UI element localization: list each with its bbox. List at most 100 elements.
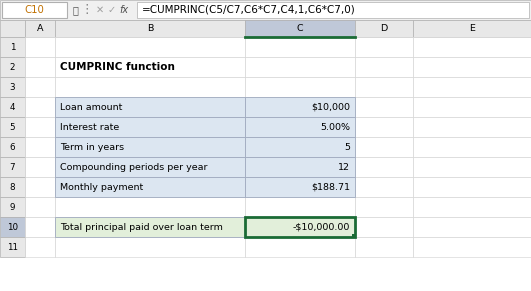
Bar (0, 57, 25, 77)
Bar (55, 37, 245, 57)
Bar (245, 117, 355, 137)
Bar (0, 97, 25, 117)
Bar (0, 237, 25, 257)
Text: 8: 8 (10, 182, 15, 191)
Text: E: E (469, 24, 475, 33)
Text: CUMPRINC function: CUMPRINC function (60, 62, 175, 72)
Bar (137, 2, 529, 18)
Bar (355, 20, 413, 37)
Bar (55, 197, 245, 217)
Text: Loan amount: Loan amount (60, 102, 122, 111)
Text: ⋮: ⋮ (81, 3, 93, 17)
Bar (55, 177, 245, 197)
Text: D: D (380, 24, 388, 33)
Bar (25, 117, 55, 137)
Bar (55, 177, 245, 197)
Bar (352, 234, 356, 238)
Bar (0, 20, 25, 37)
Text: 5: 5 (344, 143, 350, 152)
Bar (245, 217, 355, 237)
Bar (245, 137, 355, 157)
Text: Monthly payment: Monthly payment (60, 182, 143, 191)
Bar (413, 157, 531, 177)
Bar (413, 197, 531, 217)
Bar (245, 117, 355, 137)
Bar (413, 137, 531, 157)
Bar (25, 37, 55, 57)
Bar (413, 57, 531, 77)
Text: C10: C10 (24, 5, 45, 15)
Bar (245, 97, 355, 117)
Bar (413, 20, 531, 37)
Bar (245, 137, 355, 157)
Bar (25, 217, 55, 237)
Bar (0, 197, 25, 217)
Text: ✕: ✕ (96, 5, 104, 15)
Text: B: B (147, 24, 153, 33)
Bar (245, 217, 355, 237)
Bar (355, 97, 413, 117)
Bar (413, 97, 531, 117)
Bar (355, 197, 413, 217)
Bar (0, 77, 25, 97)
Text: 5.00%: 5.00% (320, 123, 350, 132)
Text: 12: 12 (338, 162, 350, 171)
Text: ⌵: ⌵ (72, 5, 78, 15)
Bar (245, 57, 355, 77)
Bar (25, 77, 55, 97)
Bar (55, 137, 245, 157)
Bar (0, 217, 25, 237)
Bar (25, 20, 55, 37)
Text: Total principal paid over loan term: Total principal paid over loan term (60, 223, 223, 232)
Text: 4: 4 (10, 102, 15, 111)
Text: $10,000: $10,000 (311, 102, 350, 111)
Bar (245, 237, 355, 257)
Bar (0, 137, 25, 157)
Bar (55, 77, 245, 97)
Bar (25, 237, 55, 257)
Bar (355, 57, 413, 77)
Bar (25, 137, 55, 157)
Bar (25, 97, 55, 117)
Bar (355, 157, 413, 177)
Bar (355, 37, 413, 57)
Bar (2, 2, 67, 18)
Bar (245, 20, 355, 37)
Bar (55, 157, 245, 177)
Text: fx: fx (119, 5, 129, 15)
Bar (0, 117, 25, 137)
Text: 3: 3 (10, 83, 15, 91)
Bar (25, 177, 55, 197)
Bar (25, 197, 55, 217)
Bar (55, 57, 245, 77)
Bar (55, 217, 245, 237)
Bar (413, 237, 531, 257)
Bar (355, 217, 413, 237)
Bar (55, 117, 245, 137)
Bar (413, 177, 531, 197)
Text: 7: 7 (10, 162, 15, 171)
Text: 5: 5 (10, 123, 15, 132)
Bar (245, 177, 355, 197)
Text: 6: 6 (10, 143, 15, 152)
Bar (245, 77, 355, 97)
Bar (413, 117, 531, 137)
Bar (355, 117, 413, 137)
Text: Term in years: Term in years (60, 143, 124, 152)
Text: 11: 11 (7, 242, 18, 251)
Text: 1: 1 (10, 42, 15, 52)
Bar (245, 157, 355, 177)
Text: $188.71: $188.71 (311, 182, 350, 191)
Bar (55, 97, 245, 117)
Bar (55, 20, 245, 37)
Text: 9: 9 (10, 203, 15, 212)
Bar (0, 37, 25, 57)
Bar (0, 0, 531, 20)
Bar (0, 157, 25, 177)
Bar (355, 77, 413, 97)
Bar (245, 37, 355, 57)
Bar (355, 137, 413, 157)
Bar (413, 217, 531, 237)
Bar (55, 217, 245, 237)
Bar (413, 77, 531, 97)
